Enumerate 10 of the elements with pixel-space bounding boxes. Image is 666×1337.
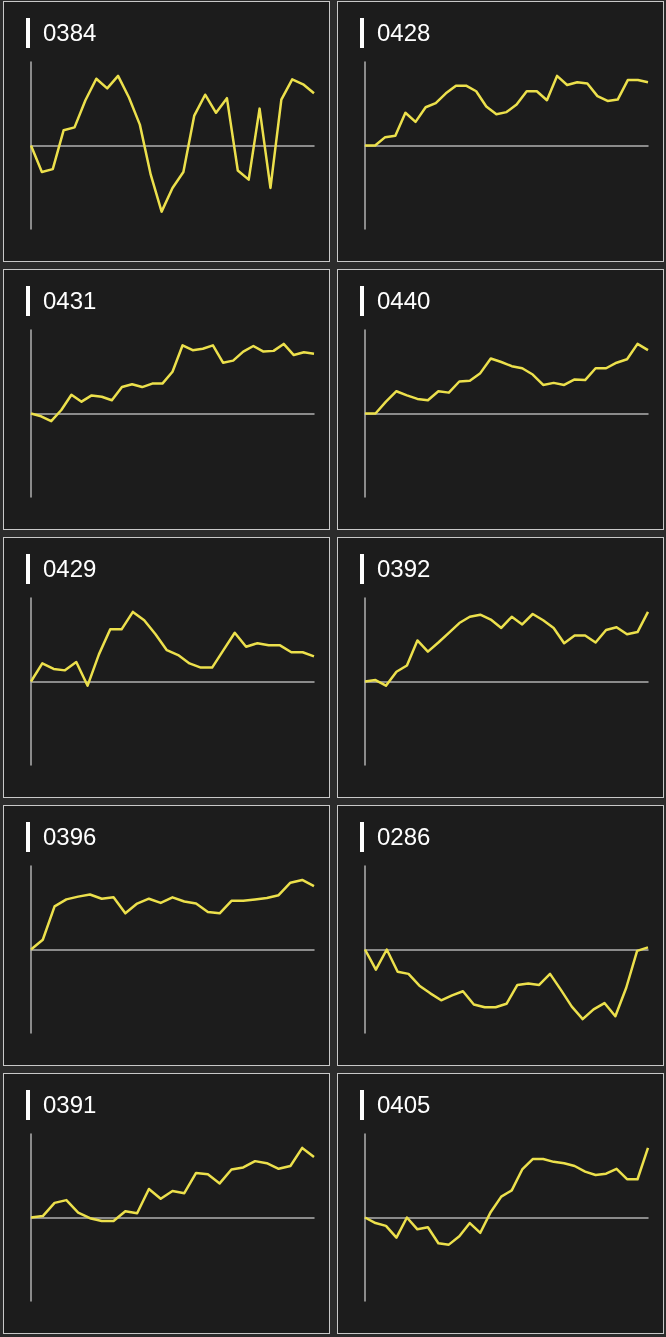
chart-title: 0396 xyxy=(26,822,97,852)
chart-title: 0286 xyxy=(360,822,431,852)
chart-title: 0440 xyxy=(360,286,431,316)
chart-title: 0428 xyxy=(360,18,431,48)
chart-title: 0384 xyxy=(26,18,97,48)
chart-title: 0392 xyxy=(360,554,431,584)
chart-title: 0431 xyxy=(26,286,97,316)
chart-title: 0405 xyxy=(360,1090,431,1120)
chart-title: 0391 xyxy=(26,1090,97,1120)
chart-title: 0429 xyxy=(26,554,97,584)
